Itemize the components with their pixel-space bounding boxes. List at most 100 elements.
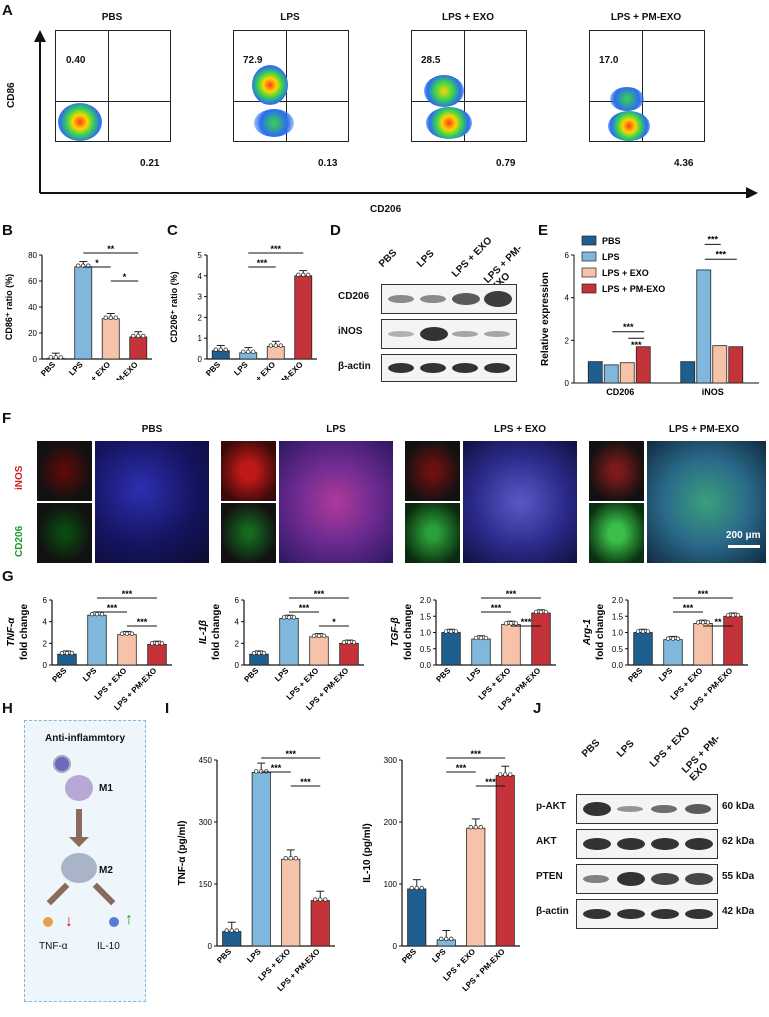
right-arrow-icon — [92, 882, 116, 906]
data-point — [341, 640, 347, 645]
bar — [57, 653, 77, 666]
data-point — [103, 315, 108, 320]
if-scale-label: 200 μm — [726, 530, 761, 541]
data-point — [273, 343, 278, 348]
data-point — [513, 621, 519, 626]
data-point — [129, 631, 135, 636]
data-point — [414, 885, 419, 891]
y-tick-label: 3 — [198, 293, 203, 302]
wb-j-lane-0: PBS — [580, 737, 603, 760]
data-point — [119, 631, 125, 636]
data-point — [543, 609, 549, 615]
data-point — [351, 640, 357, 645]
y-tick-label: 0 — [393, 942, 398, 951]
y-tick-label: 2 — [235, 639, 240, 648]
x-tick-label: LPS — [465, 666, 483, 684]
data-point — [301, 272, 306, 277]
y-tick-label: 0 — [33, 355, 38, 364]
x-tick-label: PBS — [434, 666, 452, 684]
x-tick-label: LPS — [430, 947, 448, 965]
if-row-inos: iNOS — [14, 465, 25, 490]
bar — [531, 612, 551, 666]
panel-letter-d: D — [330, 222, 341, 239]
y-tick-label: 0 — [208, 942, 213, 951]
data-point — [251, 651, 257, 656]
panel-letter-a: A — [2, 2, 13, 19]
data-point — [108, 315, 113, 320]
data-point — [141, 333, 146, 339]
x-tick-label: LPS — [245, 947, 263, 965]
flow-title-pbs: PBS — [101, 12, 123, 23]
bar — [310, 900, 330, 947]
wb-j-blot-actin — [576, 899, 718, 929]
il10-molecule-icon — [109, 917, 119, 927]
data-point — [53, 355, 58, 360]
panel-letter-h: H — [2, 700, 13, 717]
data-point — [533, 609, 539, 615]
chart-g-ylabel: fold change — [595, 604, 606, 661]
wb-d-lane-1: LPS — [415, 248, 437, 270]
wb-j-kda-2: 55 kDa — [722, 871, 755, 882]
if-scale-bar — [728, 545, 760, 548]
bar — [309, 636, 329, 666]
flow-title-pmexo: LPS + PM-EXO — [610, 12, 682, 23]
y-tick-label: 450 — [199, 756, 213, 765]
wb-j-blot-akt — [576, 829, 718, 859]
data-point — [508, 621, 514, 626]
flow-lr-lps: 0.13 — [318, 158, 338, 169]
chart-e: 0 2 4 6 Relative expression CD206 iNOS PBS LPS LP… — [540, 234, 759, 397]
y-tick-label: 2.0 — [420, 596, 432, 605]
data-point — [444, 936, 449, 941]
chart-g-gene: TNF-α — [6, 617, 17, 647]
data-point — [409, 885, 414, 891]
bar — [633, 632, 653, 666]
data-point — [503, 772, 508, 777]
y-tick-label: 1.0 — [612, 629, 624, 638]
bar — [339, 642, 359, 666]
data-point — [468, 825, 473, 830]
data-point — [223, 347, 228, 352]
data-point — [313, 897, 318, 902]
flow-plot-pmexo — [589, 30, 705, 142]
y-tick-label: 150 — [199, 880, 213, 889]
if-merge-pmexo — [647, 441, 766, 563]
data-point — [503, 621, 509, 626]
y-tick-label: 6 — [235, 596, 240, 605]
wb-j-blot-pten — [576, 864, 718, 894]
legend-swatch — [581, 235, 597, 246]
y-tick-label: 2.0 — [612, 596, 624, 605]
sig-label: *** — [285, 749, 296, 759]
data-point — [224, 928, 229, 933]
wb-j-row-0: p-AKT — [536, 801, 566, 812]
y-tick-label: 300 — [384, 756, 398, 765]
data-point — [306, 272, 311, 277]
chart-g-gene: Arg-1 — [582, 619, 593, 647]
data-point — [59, 651, 65, 656]
data-point — [483, 635, 489, 641]
panel-letter-j: J — [533, 700, 542, 717]
data-point — [665, 636, 671, 641]
sig-label: *** — [707, 234, 718, 244]
bar — [117, 634, 137, 666]
schematic-m2: M2 — [99, 865, 113, 876]
wb-j-kda-1: 62 kDa — [722, 836, 755, 847]
data-point — [159, 641, 165, 646]
x-tick-label: LPS — [81, 666, 99, 684]
bar — [251, 772, 271, 947]
chart-b-ylabel: CD86⁺ ratio (%) — [4, 274, 14, 340]
data-point — [94, 612, 100, 617]
legend-swatch — [581, 251, 597, 262]
data-point — [730, 613, 736, 618]
data-point — [635, 629, 641, 634]
y-tick-label: 0 — [198, 355, 203, 364]
data-point — [213, 347, 218, 352]
y-tick-label: 100 — [384, 880, 398, 889]
data-point — [234, 928, 239, 933]
wb-j-lane-1: LPS — [615, 738, 637, 760]
data-point — [419, 885, 424, 891]
sig-label: *** — [631, 340, 642, 350]
